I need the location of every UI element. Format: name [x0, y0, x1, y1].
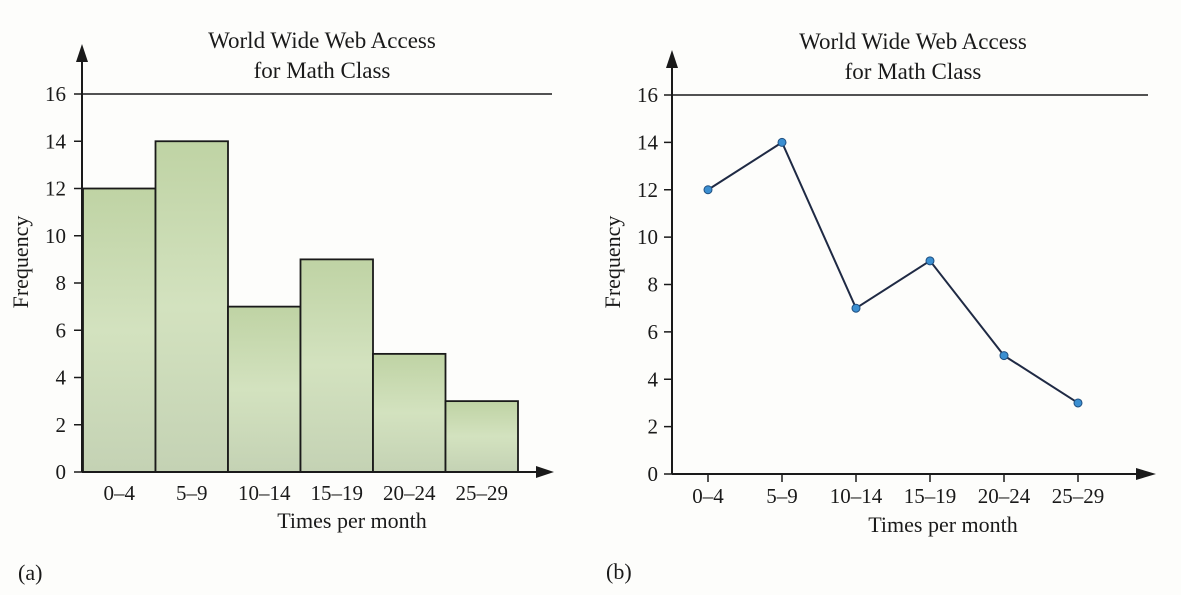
chart-b-y-tick-label-0: 0 — [648, 462, 659, 486]
chart-b-point-5–9 — [777, 137, 787, 147]
chart-a-title-line-1: World Wide Web Access — [208, 28, 436, 53]
chart-b-x-axis-arrow — [1136, 468, 1156, 480]
chart-b-y-axis-arrow — [666, 50, 678, 68]
chart-b-series — [703, 137, 1083, 408]
chart-a-x-axis-label: Times per month — [277, 508, 427, 533]
bar-10–14 — [227, 305, 302, 473]
chart-b-y-tick-label-12: 12 — [637, 178, 658, 202]
chart-a-y-tick-label-0: 0 — [56, 460, 67, 484]
chart-b-y-tick-label-14: 14 — [637, 130, 659, 154]
chart-b-y-axis-label: Frequency — [600, 216, 625, 309]
chart-a-y-tick-label-14: 14 — [45, 129, 67, 153]
chart-a-y-tick-label-2: 2 — [56, 413, 67, 437]
chart-a-y-ticks: 0 2 4 6 8 10 12 14 16 — [45, 82, 82, 484]
bar-15–19 — [299, 258, 374, 473]
chart-b-point-15–19 — [925, 256, 935, 266]
chart-a-x-category-0–4: 0–4 — [104, 481, 136, 505]
chart-b-line — [707, 140, 1079, 404]
chart-b-y-tick-label-6: 6 — [648, 320, 659, 344]
chart-b-y-tick-label-10: 10 — [637, 225, 658, 249]
chart-a-x-category-20–24: 20–24 — [383, 481, 436, 505]
chart-a-title-line-2: for Math Class — [254, 58, 391, 83]
chart-b-x-category-10–14: 10–14 — [830, 484, 883, 508]
chart-b-x-category-15–19: 15–19 — [904, 484, 957, 508]
chart-a-y-tick-label-4: 4 — [56, 366, 67, 390]
chart-b-y-tick-label-4: 4 — [648, 367, 659, 391]
chart-b-y-tick-label-2: 2 — [648, 415, 659, 439]
chart-a-y-tick-label-12: 12 — [45, 177, 66, 201]
chart-a-y-tick-label-6: 6 — [56, 318, 67, 342]
chart-a-y-axis-arrow — [76, 44, 88, 62]
bar-25–29 — [444, 400, 519, 473]
chart-a-x-category-15–19: 15–19 — [311, 481, 364, 505]
chart-b-y-tick-label-8: 8 — [648, 273, 659, 297]
chart-a-y-tick-label-8: 8 — [56, 271, 67, 295]
chart-b-axes — [666, 50, 1156, 482]
chart-b-y-ticks: 0 2 4 6 8 10 12 14 16 — [637, 83, 672, 486]
chart-a-y-tick-label-16: 16 — [45, 82, 66, 106]
chart-b-x-category-25–29: 25–29 — [1052, 484, 1105, 508]
chart-b-point-20–24 — [999, 351, 1009, 361]
chart-b-x-category-20–24: 20–24 — [978, 484, 1031, 508]
chart-a-axes — [76, 44, 554, 478]
chart-a-y-tick-label-10: 10 — [45, 224, 66, 248]
chart-a-x-category-10–14: 10–14 — [238, 481, 291, 505]
chart-b-point-25–29 — [1073, 398, 1083, 408]
chart-a-panel-label: (a) — [18, 560, 42, 585]
chart-b-y-tick-label-16: 16 — [637, 83, 658, 107]
chart-b-x-category-5–9: 5–9 — [766, 484, 798, 508]
chart-a-y-axis-label: Frequency — [8, 216, 33, 309]
chart-a-bars — [82, 140, 519, 473]
histogram-panel: World Wide Web Access for Math Class 0 2 4… — [8, 28, 554, 585]
bar-20–24 — [372, 352, 447, 473]
chart-b-title-line-1: World Wide Web Access — [799, 29, 1027, 54]
chart-b-panel-label: (b) — [606, 559, 632, 584]
frequency-polygon-panel: World Wide Web Access for Math Class 0 2 4… — [600, 29, 1156, 584]
chart-b-point-0–4 — [703, 185, 713, 195]
chart-a-x-categories: 0–4 5–9 10–14 15–19 20–24 25–29 — [104, 481, 509, 505]
bar-5–9 — [154, 140, 229, 473]
chart-b-title-line-2: for Math Class — [845, 59, 982, 84]
chart-a-x-category-25–29: 25–29 — [456, 481, 509, 505]
chart-b-x-category-0–4: 0–4 — [692, 484, 724, 508]
chart-a-x-category-5–9: 5–9 — [176, 481, 208, 505]
bar-0–4 — [82, 187, 157, 473]
chart-b-x-categories: 0–4 5–9 10–14 15–19 20–24 25–29 — [692, 484, 1104, 508]
chart-a-x-axis-arrow — [536, 466, 554, 478]
chart-b-x-axis-label: Times per month — [868, 512, 1018, 537]
chart-b-point-10–14 — [851, 303, 861, 313]
